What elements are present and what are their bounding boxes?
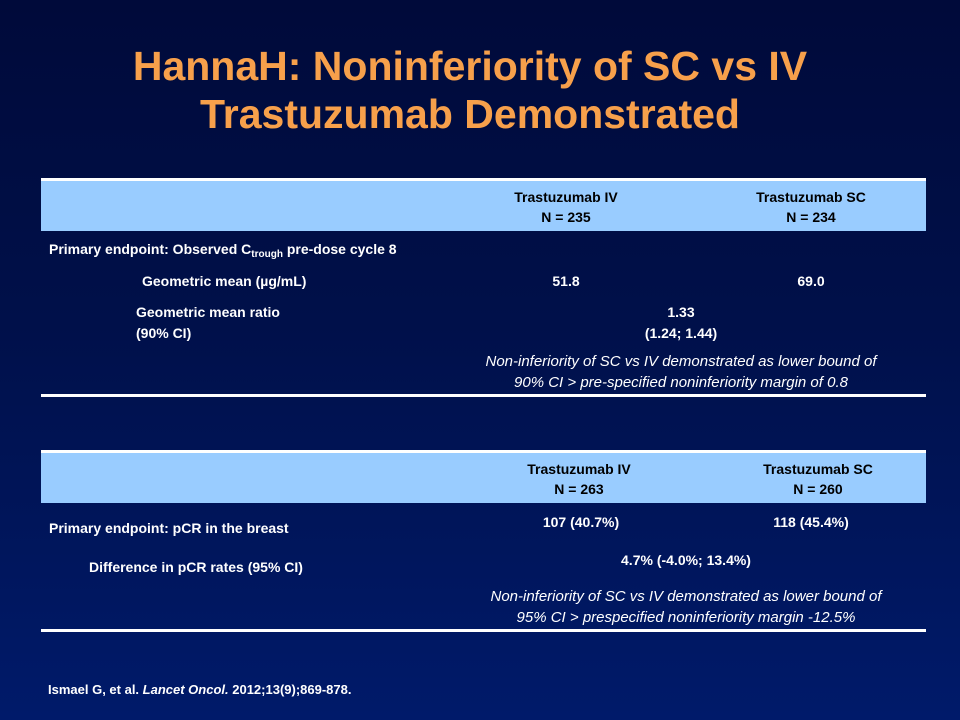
pk-results-table: Trastuzumab IV N = 235 Trastuzumab SC N … xyxy=(41,178,926,397)
primary-endpoint-label: Primary endpoint: Observed Ctrough pre-d… xyxy=(49,241,397,260)
noninferiority-note: Non-inferiority of SC vs IV demonstrated… xyxy=(436,586,936,628)
pcr-results-table: Trastuzumab IV N = 263 Trastuzumab SC N … xyxy=(41,450,926,632)
pcr-endpoint-iv: 107 (40.7%) xyxy=(542,514,620,530)
ratio-label: Geometric mean ratio (90% CI) xyxy=(136,302,280,344)
column-n: N = 260 xyxy=(793,481,843,497)
citation-authors: Ismael G, et al. xyxy=(48,682,143,697)
column-header-sc: Trastuzumab SC N = 234 xyxy=(706,187,916,227)
citation-details: 2012;13(9);869-878. xyxy=(228,682,352,697)
note-line-1: Non-inferiority of SC vs IV demonstrated… xyxy=(490,588,882,605)
ratio-value-line-2: (1.24; 1.44) xyxy=(644,325,718,341)
table-header: Trastuzumab IV N = 235 Trastuzumab SC N … xyxy=(41,181,926,231)
ratio-value: 1.33 (1.24; 1.44) xyxy=(561,302,801,344)
title-line-2: Trastuzumab Demonstrated xyxy=(200,91,740,137)
pcr-endpoint-label: Primary endpoint: pCR in the breast xyxy=(49,520,289,536)
note-line-2: 90% CI > pre-specified noninferiority ma… xyxy=(514,374,848,391)
pcr-endpoint-sc: 118 (45.4%) xyxy=(773,514,849,530)
column-header-sc: Trastuzumab SC N = 260 xyxy=(713,459,923,499)
table-header: Trastuzumab IV N = 263 Trastuzumab SC N … xyxy=(41,453,926,503)
slide-title: HannaH: Noninferiority of SC vs IV Trast… xyxy=(0,42,940,138)
column-name: Trastuzumab SC xyxy=(756,189,866,205)
noninferiority-note: Non-inferiority of SC vs IV demonstrated… xyxy=(436,351,926,393)
column-name: Trastuzumab IV xyxy=(514,189,618,205)
geometric-mean-label: Geometric mean (µg/mL) xyxy=(142,273,307,289)
endpoint-prefix: Primary endpoint: Observed C xyxy=(49,241,252,257)
column-name: Trastuzumab IV xyxy=(527,461,631,477)
ratio-label-line-2: (90% CI) xyxy=(136,325,192,341)
column-header-iv: Trastuzumab IV N = 263 xyxy=(474,459,684,499)
ratio-value-line-1: 1.33 xyxy=(667,304,695,320)
difference-value: 4.7% (-4.0%; 13.4%) xyxy=(621,552,751,568)
note-line-2: 95% CI > prespecified noninferiority mar… xyxy=(516,609,856,626)
title-line-1: HannaH: Noninferiority of SC vs IV xyxy=(132,43,808,89)
citation-journal: Lancet Oncol. xyxy=(142,682,229,697)
endpoint-suffix: pre-dose cycle 8 xyxy=(282,241,397,257)
geometric-mean-iv: 51.8 xyxy=(552,273,580,289)
ratio-label-line-1: Geometric mean ratio xyxy=(136,304,280,320)
note-line-1: Non-inferiority of SC vs IV demonstrated… xyxy=(485,353,877,370)
column-n: N = 263 xyxy=(554,481,604,497)
difference-label: Difference in pCR rates (95% CI) xyxy=(89,559,303,575)
column-header-iv: Trastuzumab IV N = 235 xyxy=(461,187,671,227)
citation: Ismael G, et al. Lancet Oncol. 2012;13(9… xyxy=(48,682,351,697)
column-n: N = 235 xyxy=(541,209,591,225)
geometric-mean-sc: 69.0 xyxy=(797,273,825,289)
endpoint-subscript: trough xyxy=(251,249,283,260)
column-n: N = 234 xyxy=(786,209,836,225)
column-name: Trastuzumab SC xyxy=(763,461,873,477)
